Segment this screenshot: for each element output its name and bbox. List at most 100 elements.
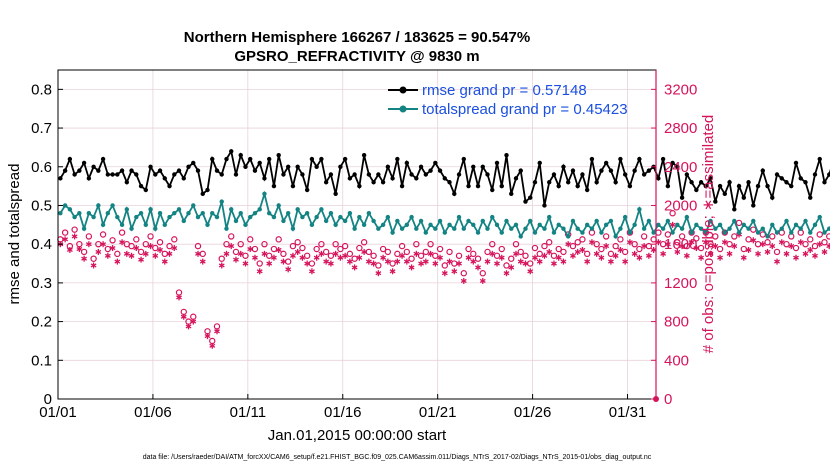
totalspread-point [124,207,130,212]
obs-assimilated-point [437,254,443,261]
obs-assimilated-point [607,258,614,265]
rmse-point [162,176,167,181]
rmse-point [91,164,96,169]
obs-possible-point [579,236,586,243]
obs-possible-point [731,233,738,240]
obs-assimilated-point [712,243,719,250]
obs-possible-point [531,244,539,252]
obs-possible-point [261,240,268,248]
rmse-point [784,180,789,185]
totalspread-point [390,230,395,235]
rmse-point [105,172,111,177]
totalspread-point [72,214,77,220]
obs-possible-point [199,250,206,258]
obs-assimilated-point [185,323,192,330]
rmse-point [210,156,215,162]
totalspread-point [594,218,599,224]
obs-possible-point [341,242,349,250]
obs-possible-point [228,233,235,240]
obs-assimilated-point [370,260,377,267]
totalspread-point [703,230,709,235]
rmse-point [485,172,490,177]
obs-assimilated-point [199,258,206,265]
obs-assimilated-point [223,250,230,257]
totalspread-point [584,222,590,228]
obs-assimilated-point [598,254,605,261]
obs-possible-point [156,239,164,246]
totalspread-point [385,214,391,220]
obs-assimilated-point [821,248,828,255]
totalspread-point [613,234,618,239]
obs-possible-point [441,262,449,269]
obs-possible-point [332,240,339,248]
totalspread-point [741,222,747,228]
obs-assimilated-point [816,241,823,248]
obs-assimilated-point [759,241,766,248]
totalspread-point [466,218,471,224]
rmse-point [599,168,604,173]
obs-assimilated-point [551,260,557,267]
rmse-point [214,168,220,173]
totalspread-point [276,203,281,208]
totalspread-point [561,226,566,231]
rmse-point [722,191,728,197]
rmse-point [641,172,647,177]
rmse-point [461,156,466,162]
rmse-point [295,164,300,169]
obs-assimilated-point [157,246,163,253]
rmse-point [594,180,599,185]
totalspread-point [347,211,353,216]
obs-possible-point [669,210,676,217]
rmse-point [115,172,120,177]
rmse-point [323,180,329,185]
totalspread-point [129,226,134,231]
obs-assimilated-point [797,239,804,246]
obs-assimilated-point [812,252,818,259]
y-right-tick-label: 2800 [664,120,697,137]
rmse-point [523,199,528,204]
obs-possible-point [811,242,819,250]
obs-assimilated-point [769,243,776,250]
obs-possible-point [370,252,377,259]
obs-assimilated-point [788,243,795,250]
rmse-point [181,176,186,181]
obs-assimilated-point [195,250,201,257]
totalspread-point [694,222,699,228]
obs-assimilated-point [266,260,273,267]
totalspread-point [138,211,144,216]
totalspread-point [319,207,324,212]
totalspread-point [300,214,305,220]
obs-assimilated-point [247,246,254,253]
totalspread-point [689,230,694,235]
rmse-point [466,183,471,189]
totalspread-point [580,230,585,235]
obs-assimilated-point [90,262,97,269]
rmse-point [713,199,718,204]
obs-assimilated-point [356,254,363,261]
rmse-point [580,172,585,177]
totalspread-point [91,214,96,220]
obs-possible-point [479,270,486,277]
obs-assimilated-point [588,239,595,246]
totalspread-point [480,218,485,224]
totalspread-point [309,222,315,228]
obs-assimilated-point [394,258,401,265]
totalspread-point [746,226,751,231]
totalspread-point [656,222,661,228]
totalspread-point [380,222,386,228]
obs-assimilated-point [460,277,467,284]
obs-assimilated-point [285,266,292,273]
obs-possible-point [308,260,316,267]
obs-possible-point [693,235,700,242]
totalspread-point [191,203,196,208]
rmse-point [803,180,808,185]
obs-possible-point [194,242,202,250]
obs-possible-point [726,240,733,248]
totalspread-point [717,222,723,228]
rmse-point [333,191,338,197]
obs-assimilated-point [323,258,330,265]
totalspread-point [58,211,63,216]
obs-assimilated-point [693,245,700,252]
rmse-point [347,176,353,181]
totalspread-point [262,191,267,197]
